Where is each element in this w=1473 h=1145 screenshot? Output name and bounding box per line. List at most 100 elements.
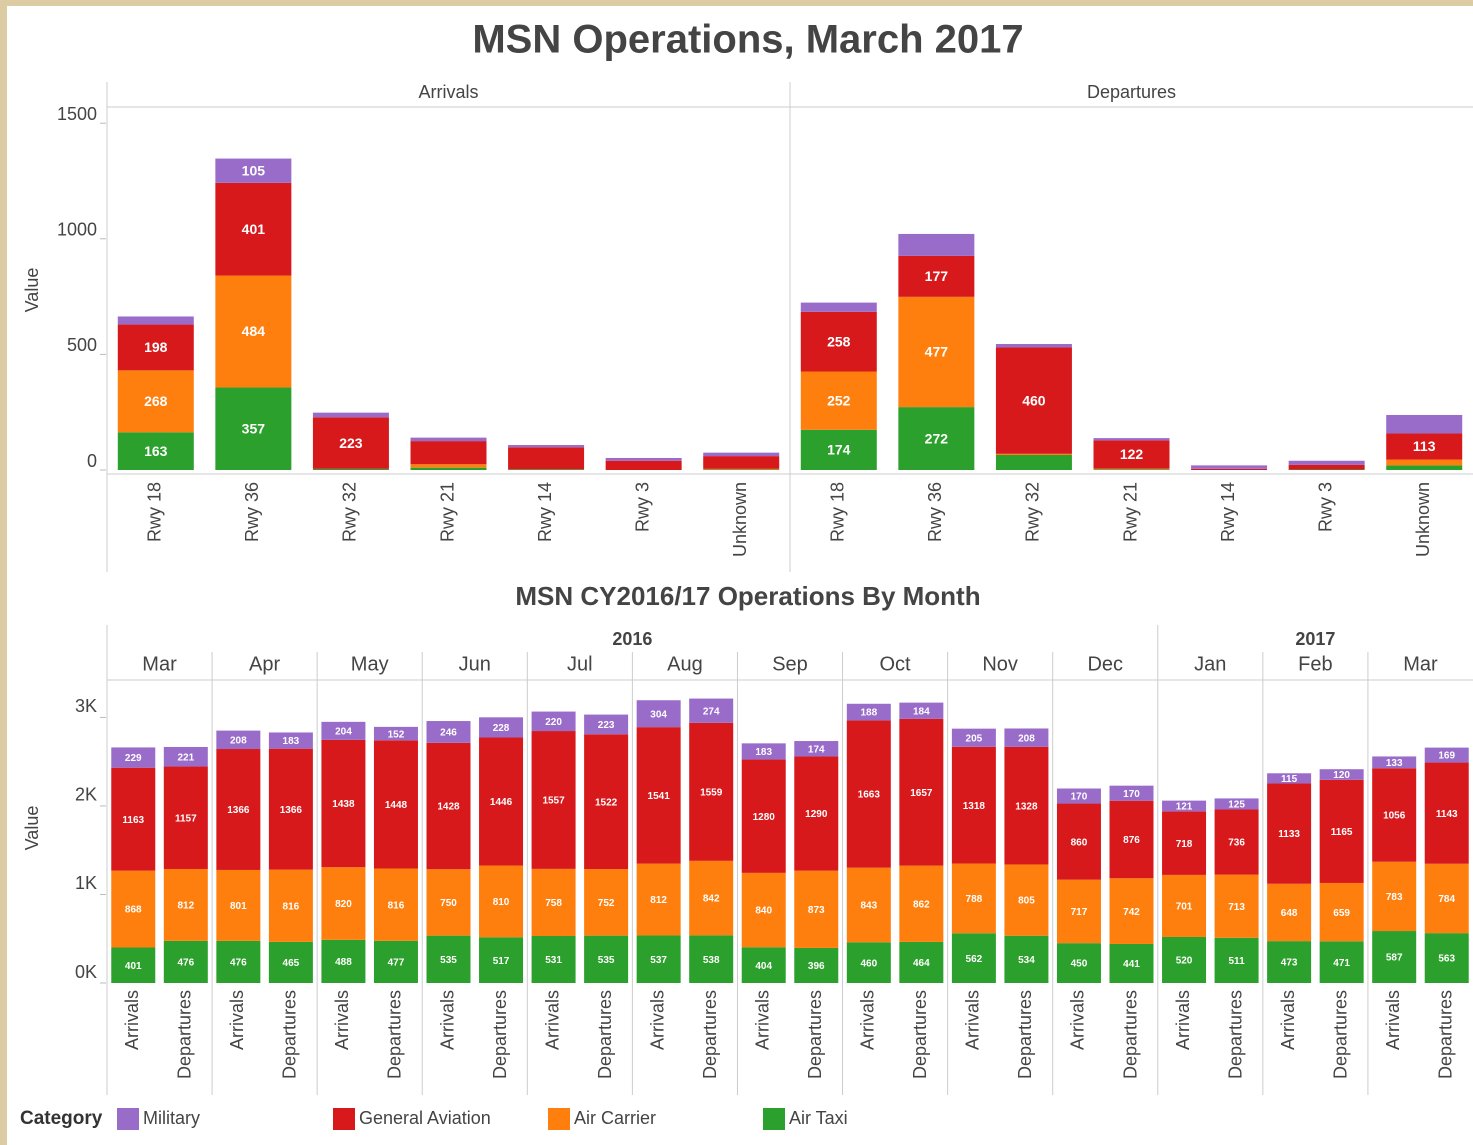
x-tick-label: Rwy 32	[1023, 482, 1043, 542]
legend-swatch	[333, 1108, 355, 1130]
bar-segment	[1056, 788, 1101, 804]
data-label: 473	[1281, 958, 1298, 969]
data-label: 517	[493, 956, 510, 967]
bar-segment	[479, 737, 524, 866]
bar-segment	[605, 460, 682, 470]
y-tick-label: 1K	[75, 873, 97, 893]
x-tick-label: Departures	[1120, 990, 1140, 1079]
bar-segment	[163, 940, 208, 983]
bar-segment	[1372, 861, 1417, 932]
bar-segment	[1372, 931, 1417, 983]
bar-segment	[1424, 747, 1469, 763]
x-tick-label: Rwy 36	[242, 482, 262, 542]
bar-segment	[1214, 937, 1259, 983]
bar-segment	[373, 940, 418, 983]
bar-segment	[531, 935, 576, 983]
data-label: 1541	[648, 791, 671, 802]
panel-label: Arrivals	[418, 82, 478, 102]
data-label: 659	[1333, 908, 1350, 919]
bar-segment	[1093, 440, 1170, 469]
bar-segment	[800, 429, 877, 470]
data-label: 860	[1071, 837, 1088, 848]
bar-segment	[1162, 800, 1207, 812]
data-label: 246	[440, 728, 457, 739]
data-label: 750	[440, 898, 457, 909]
bar-segment	[1109, 878, 1154, 944]
data-label: 228	[493, 723, 510, 734]
bar-segment	[741, 743, 786, 760]
bar-segment	[268, 941, 313, 983]
month-label: Jan	[1194, 653, 1226, 675]
bar-segment	[689, 698, 734, 723]
data-label: 842	[703, 894, 720, 905]
bar-segment	[216, 869, 261, 941]
data-label: 736	[1228, 838, 1245, 849]
x-tick-label: Departures	[1225, 990, 1245, 1079]
bar-segment	[703, 456, 780, 469]
bar-segment	[1162, 874, 1207, 937]
data-label: 113	[1413, 438, 1436, 454]
x-tick-label: Arrivals	[227, 990, 247, 1050]
x-tick-label: Arrivals	[1068, 990, 1088, 1050]
data-label: 788	[966, 894, 983, 905]
data-label: 537	[650, 955, 667, 966]
data-label: 1438	[332, 799, 355, 810]
data-label: 464	[913, 958, 930, 969]
bar-segment	[111, 747, 156, 768]
x-tick-label: Arrivals	[542, 990, 562, 1050]
x-tick-label: Departures	[910, 990, 930, 1079]
data-label: 1290	[805, 809, 828, 820]
data-label: 873	[808, 905, 825, 916]
bar-segment	[1372, 768, 1417, 862]
bar-segment	[312, 417, 389, 469]
x-tick-label: Unknown	[730, 482, 750, 557]
data-label: 562	[966, 954, 983, 965]
x-tick-label: Arrivals	[858, 990, 878, 1050]
data-label: 441	[1123, 959, 1140, 970]
month-label: Jul	[567, 653, 593, 675]
bar-segment	[531, 868, 576, 936]
data-label: 742	[1123, 907, 1140, 918]
bar-segment	[846, 703, 891, 721]
data-label: 120	[1333, 770, 1350, 781]
data-label: 484	[242, 323, 266, 339]
data-label: 105	[242, 162, 266, 178]
x-tick-label: Departures	[805, 990, 825, 1079]
bar-segment	[1267, 783, 1312, 884]
data-label: 404	[755, 961, 772, 972]
bar-segment	[794, 741, 839, 757]
data-label: 401	[242, 221, 266, 237]
bar-segment	[1056, 879, 1101, 944]
bar-segment	[636, 935, 681, 983]
bar-segment	[215, 182, 292, 276]
month-label: May	[351, 653, 389, 675]
bar-segment	[1214, 809, 1259, 875]
x-tick-label: Rwy 3	[632, 482, 652, 532]
bar-segment	[1109, 800, 1154, 879]
bar-segment	[636, 863, 681, 936]
bar-segment	[1056, 803, 1101, 880]
data-label: 1559	[700, 787, 723, 798]
data-label: 220	[545, 717, 562, 728]
data-label: 1133	[1278, 829, 1300, 840]
bar-segment	[1004, 864, 1049, 936]
data-label: 1056	[1383, 811, 1406, 822]
bar-segment	[1424, 933, 1469, 983]
data-label: 511	[1229, 956, 1246, 967]
bar-segment	[794, 947, 839, 983]
bar-segment	[605, 457, 682, 461]
x-tick-label: Rwy 14	[1218, 482, 1238, 542]
data-label: 784	[1438, 894, 1455, 905]
bar-segment	[479, 865, 524, 938]
data-label: 272	[925, 430, 949, 446]
y-tick-label: 0	[87, 451, 97, 471]
month-label: Mar	[1403, 653, 1438, 675]
legend-label: General Aviation	[359, 1108, 491, 1128]
bar-segment	[995, 343, 1072, 348]
legend-swatch	[117, 1108, 139, 1130]
data-label: 534	[1018, 955, 1035, 966]
x-tick-label: Departures	[490, 990, 510, 1079]
y-tick-label: 2K	[75, 785, 97, 805]
bar-segment	[1214, 874, 1259, 938]
bar-segment	[689, 935, 734, 983]
